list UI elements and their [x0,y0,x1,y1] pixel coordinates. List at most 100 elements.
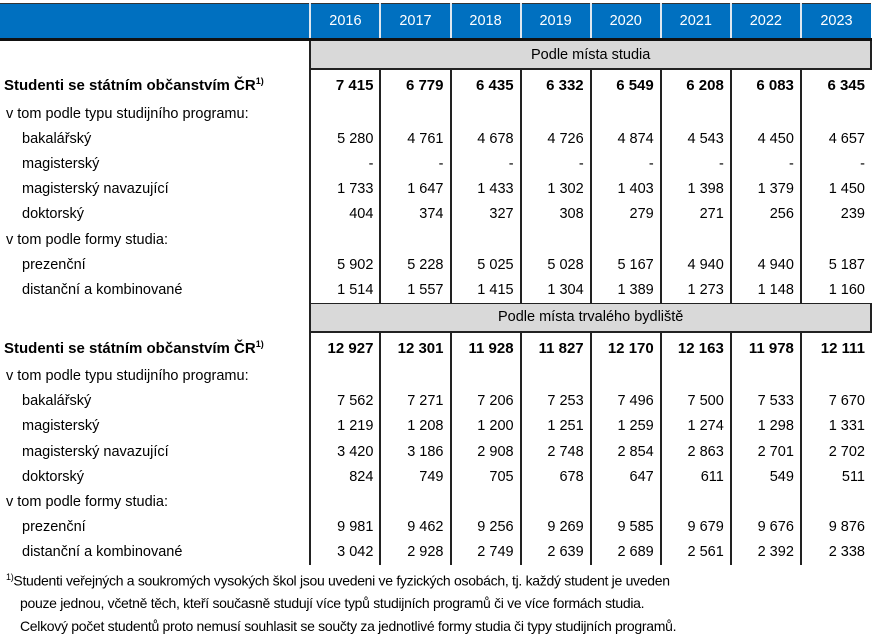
cell-value: - [799,151,871,177]
cell-value [589,226,661,253]
row-label: bakalářský [22,130,92,147]
footnote-line: 1)Studenti veřejných a soukromých vysoký… [6,572,670,589]
total-value: 12 927 [309,331,381,364]
cell-value: 1 148 [729,277,801,303]
cell-value: 7 253 [519,388,591,414]
cell-value: 3 042 [309,539,381,565]
cell-value: 1 219 [309,413,381,440]
cell-value: 9 256 [449,514,521,540]
row-label: bakalářský [22,393,92,410]
cell-value [449,489,521,515]
year-header: 2022 [729,3,801,41]
students-table: 2016 2017 2018 2019 2020 2021 2022 2023 Podle mí… [0,3,872,565]
cell-value [449,101,521,127]
cell-value: 4 940 [729,252,801,278]
cell-value: 1 557 [379,277,451,303]
total-label-text: Studenti se státním občanstvím ČR [4,339,256,357]
total-value: 12 111 [799,331,871,364]
cell-value: 549 [729,464,801,490]
total-value: 12 163 [659,331,731,364]
section-title: Podle místa studia [309,39,872,70]
cell-value: 9 269 [519,514,591,540]
cell-value: 1 403 [589,176,661,202]
footnote-mark: 1) [6,572,14,582]
cell-value: 647 [589,464,661,490]
cell-value: 9 876 [799,514,871,540]
group-label-row: v tom podle formy studia: [0,489,871,515]
cell-value: 4 940 [659,252,731,278]
cell-value: - [309,151,381,177]
cell-value [309,489,381,515]
cell-value [659,226,731,253]
cell-value: 4 450 [729,126,801,152]
year-header: 2021 [659,3,731,41]
cell-value: 678 [519,464,591,490]
cell-value: 7 500 [659,388,731,414]
footnote-ref: 1) [255,76,264,86]
year-header: 2020 [589,3,661,41]
table-row: bakalářský 5 280 4 761 4 678 4 726 4 874 4 543… [0,126,871,152]
cell-value [589,101,661,127]
group-label-row: v tom podle typu studijního programu: [0,363,871,389]
total-value: 6 435 [449,69,521,101]
cell-value [379,101,451,127]
group-label: v tom podle typu studijního programu: [6,368,249,385]
cell-value: 1 398 [659,176,731,202]
cell-value [799,101,871,127]
cell-value [589,489,661,515]
cell-value [729,226,801,253]
cell-value: 1 304 [519,277,591,303]
header-row: 2016 2017 2018 2019 2020 2021 2022 2023 [0,3,871,41]
footnote: 1)Studenti veřejných a soukromých vysoký… [6,566,676,637]
total-value: 12 170 [589,331,661,364]
total-label-text: Studenti se státním občanstvím ČR [4,77,256,94]
year-header: 2016 [309,3,381,41]
group-label: v tom podle formy studia: [6,494,168,511]
total-value: 11 928 [449,331,521,364]
cell-value: 1 208 [379,413,451,440]
total-value: 12 301 [379,331,451,364]
total-row: Studenti se státním občanstvím ČR1) 12 92… [0,331,871,364]
cell-value: 5 187 [799,252,871,278]
section-blank [0,303,310,332]
cell-value: 611 [659,464,731,490]
cell-value: 1 298 [729,413,801,440]
cell-value: 7 496 [589,388,661,414]
year-header: 2023 [799,3,871,41]
cell-value: 1 433 [449,176,521,202]
cell-value: 749 [379,464,451,490]
cell-value: 5 228 [379,252,451,278]
cell-value: - [589,151,661,177]
cell-value: 511 [799,464,871,490]
cell-value: 4 726 [519,126,591,152]
cell-value: 5 025 [449,252,521,278]
cell-value: 1 251 [519,413,591,440]
cell-value: - [729,151,801,177]
cell-value [309,226,381,253]
footnote-ref: 1) [255,338,264,349]
cell-value: 327 [449,201,521,227]
table-row: magisterský navazující 3 420 3 186 2 908 2 7… [0,439,871,465]
cell-value: 4 657 [799,126,871,152]
cell-value: 2 701 [729,439,801,465]
cell-value: 1 259 [589,413,661,440]
cell-value: 1 274 [659,413,731,440]
cell-value: 1 450 [799,176,871,202]
total-label: Studenti se státním občanstvím ČR1) [0,69,310,101]
cell-value: 5 902 [309,252,381,278]
cell-value [799,363,871,389]
cell-value [729,489,801,515]
section-header-row: Podle místa trvalého bydliště [0,302,872,333]
table-row: doktorský 824 749 705 678 647 611 549 511 [0,464,871,490]
group-label-row: v tom podle typu studijního programu: [0,101,871,127]
cell-value: 2 338 [799,539,871,565]
cell-value: 5 280 [309,126,381,152]
cell-value [799,226,871,253]
cell-value: - [519,151,591,177]
cell-value: 824 [309,464,381,490]
group-label: v tom podle typu studijního programu: [6,105,249,122]
cell-value: 7 533 [729,388,801,414]
cell-value [519,226,591,253]
section-title: Podle místa trvalého bydliště [309,302,872,333]
table-row: distanční a kombinované 3 042 2 928 2 749 2 … [0,539,871,565]
